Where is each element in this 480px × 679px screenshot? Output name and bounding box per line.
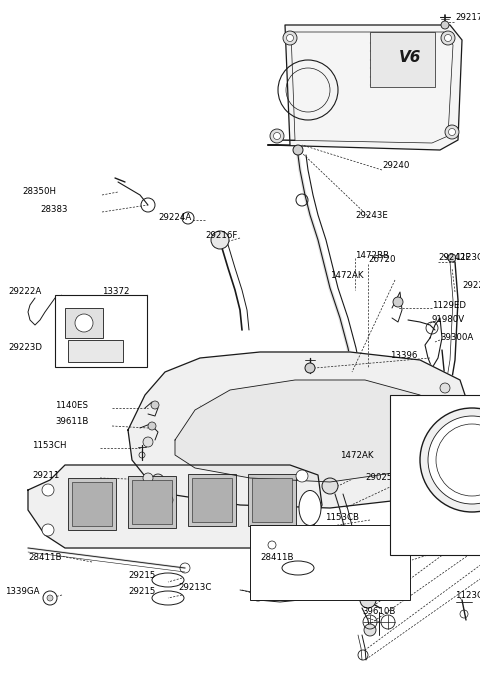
Circle shape [143,437,153,447]
Circle shape [42,484,54,496]
Text: 39300A: 39300A [440,333,473,342]
Text: 1339GA: 1339GA [5,587,39,596]
Circle shape [448,254,456,262]
Circle shape [440,383,450,393]
Circle shape [293,145,303,155]
Text: 29240: 29240 [382,160,409,170]
Polygon shape [268,25,462,150]
Text: 13372: 13372 [102,287,130,297]
Polygon shape [128,352,470,508]
Circle shape [428,416,480,504]
Text: 1123GF: 1123GF [455,591,480,600]
Bar [188,474,236,526]
Bar [55,295,147,367]
Circle shape [274,132,280,139]
Text: 1472AK: 1472AK [340,450,373,460]
Bar [390,395,480,555]
Circle shape [420,408,480,512]
Bar [68,478,116,530]
Circle shape [305,363,315,373]
Circle shape [47,595,53,601]
Circle shape [440,418,480,462]
Bar [72,482,112,526]
Text: 29223D: 29223D [8,344,42,352]
Text: 1153CH: 1153CH [32,441,67,449]
Text: 29213C: 29213C [178,583,211,593]
Circle shape [143,473,153,483]
Circle shape [163,495,173,505]
Text: 29224A: 29224A [158,213,191,223]
Circle shape [296,470,308,482]
Text: 1153CB: 1153CB [325,513,359,523]
Text: 13396: 13396 [390,350,418,359]
Text: 29242F: 29242F [438,253,470,263]
Circle shape [322,478,338,494]
Text: 29215: 29215 [128,587,156,596]
Text: 28383: 28383 [40,206,68,215]
Text: 1472BB: 1472BB [355,251,389,259]
Text: 39611B: 39611B [55,418,88,426]
Circle shape [152,474,164,486]
Text: 29216F: 29216F [205,230,238,240]
Bar [132,480,172,524]
Bar [128,476,176,528]
Text: 26720: 26720 [368,255,396,265]
Circle shape [393,297,403,307]
Text: 1123GV: 1123GV [455,253,480,263]
Text: 28411B: 28411B [260,553,293,562]
Text: 28411B: 28411B [28,553,61,562]
Circle shape [42,524,54,536]
Text: 29222A: 29222A [8,287,41,297]
Circle shape [448,128,456,136]
Text: 35110H: 35110H [445,414,479,422]
Text: 39610B: 39610B [362,608,396,617]
Circle shape [148,422,156,430]
Text: V6: V6 [399,50,421,65]
Bar [68,340,123,362]
Circle shape [455,463,465,473]
Polygon shape [28,465,322,548]
Circle shape [211,231,229,249]
Text: 29215: 29215 [128,570,156,579]
Circle shape [360,592,376,608]
Text: 39460A: 39460A [65,304,98,312]
Text: 28310: 28310 [452,540,480,549]
Text: 1472AK: 1472AK [330,270,363,280]
Text: 29211: 29211 [32,471,60,479]
Text: 1129ED: 1129ED [432,301,466,310]
Circle shape [364,624,376,636]
Circle shape [444,35,452,41]
Circle shape [441,31,455,45]
Text: 29217: 29217 [455,14,480,22]
Circle shape [287,35,293,41]
Circle shape [441,21,449,29]
Circle shape [43,591,57,605]
Bar [192,478,232,522]
Circle shape [75,314,93,332]
Bar [65,308,103,338]
Ellipse shape [299,490,321,526]
Bar [248,474,296,526]
Text: 91980V: 91980V [432,316,465,325]
Text: 29221: 29221 [462,280,480,289]
Text: 29025: 29025 [365,473,392,483]
Circle shape [270,129,284,143]
Bar [370,32,435,87]
Circle shape [151,401,159,409]
Bar [252,478,292,522]
Text: 35101: 35101 [468,401,480,409]
Bar [250,525,410,600]
Text: 28350H: 28350H [22,187,56,196]
Text: 29243E: 29243E [355,210,388,219]
Circle shape [283,31,297,45]
Text: 1140ES: 1140ES [55,401,88,409]
Circle shape [445,125,459,139]
Polygon shape [175,380,445,482]
